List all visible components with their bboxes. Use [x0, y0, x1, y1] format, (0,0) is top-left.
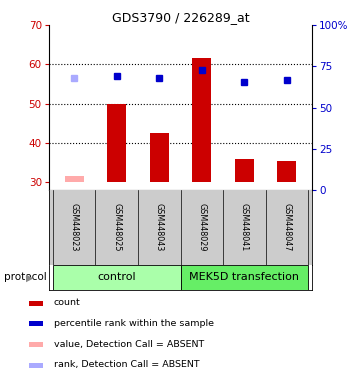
Text: value, Detection Call = ABSENT: value, Detection Call = ABSENT: [53, 339, 204, 349]
Text: ▶: ▶: [26, 272, 34, 283]
Text: percentile rank within the sample: percentile rank within the sample: [53, 319, 214, 328]
Bar: [53, 265, 180, 290]
Title: GDS3790 / 226289_at: GDS3790 / 226289_at: [112, 11, 249, 24]
Bar: [150, 133, 169, 182]
Text: GSM448023: GSM448023: [70, 204, 79, 252]
Bar: [29, 362, 43, 368]
Bar: [277, 161, 296, 182]
Text: GSM448043: GSM448043: [155, 204, 164, 252]
Bar: [29, 301, 43, 306]
Text: protocol: protocol: [4, 272, 46, 283]
Bar: [235, 159, 254, 182]
Text: GSM448047: GSM448047: [282, 204, 291, 252]
Text: MEK5D transfection: MEK5D transfection: [189, 272, 299, 283]
Bar: [29, 321, 43, 326]
Text: GSM448029: GSM448029: [197, 203, 206, 252]
Bar: [180, 265, 308, 290]
Text: GSM448025: GSM448025: [112, 203, 121, 252]
Bar: [107, 104, 126, 182]
Bar: [65, 176, 84, 182]
Text: count: count: [53, 298, 81, 307]
Bar: [192, 58, 211, 182]
Text: GSM448041: GSM448041: [240, 204, 249, 252]
Text: rank, Detection Call = ABSENT: rank, Detection Call = ABSENT: [53, 360, 199, 369]
Text: control: control: [97, 272, 136, 283]
Bar: [29, 342, 43, 347]
